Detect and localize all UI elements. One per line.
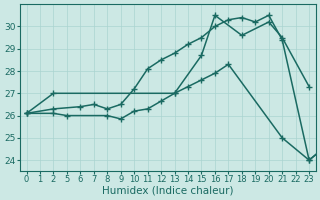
X-axis label: Humidex (Indice chaleur): Humidex (Indice chaleur) xyxy=(102,186,234,196)
